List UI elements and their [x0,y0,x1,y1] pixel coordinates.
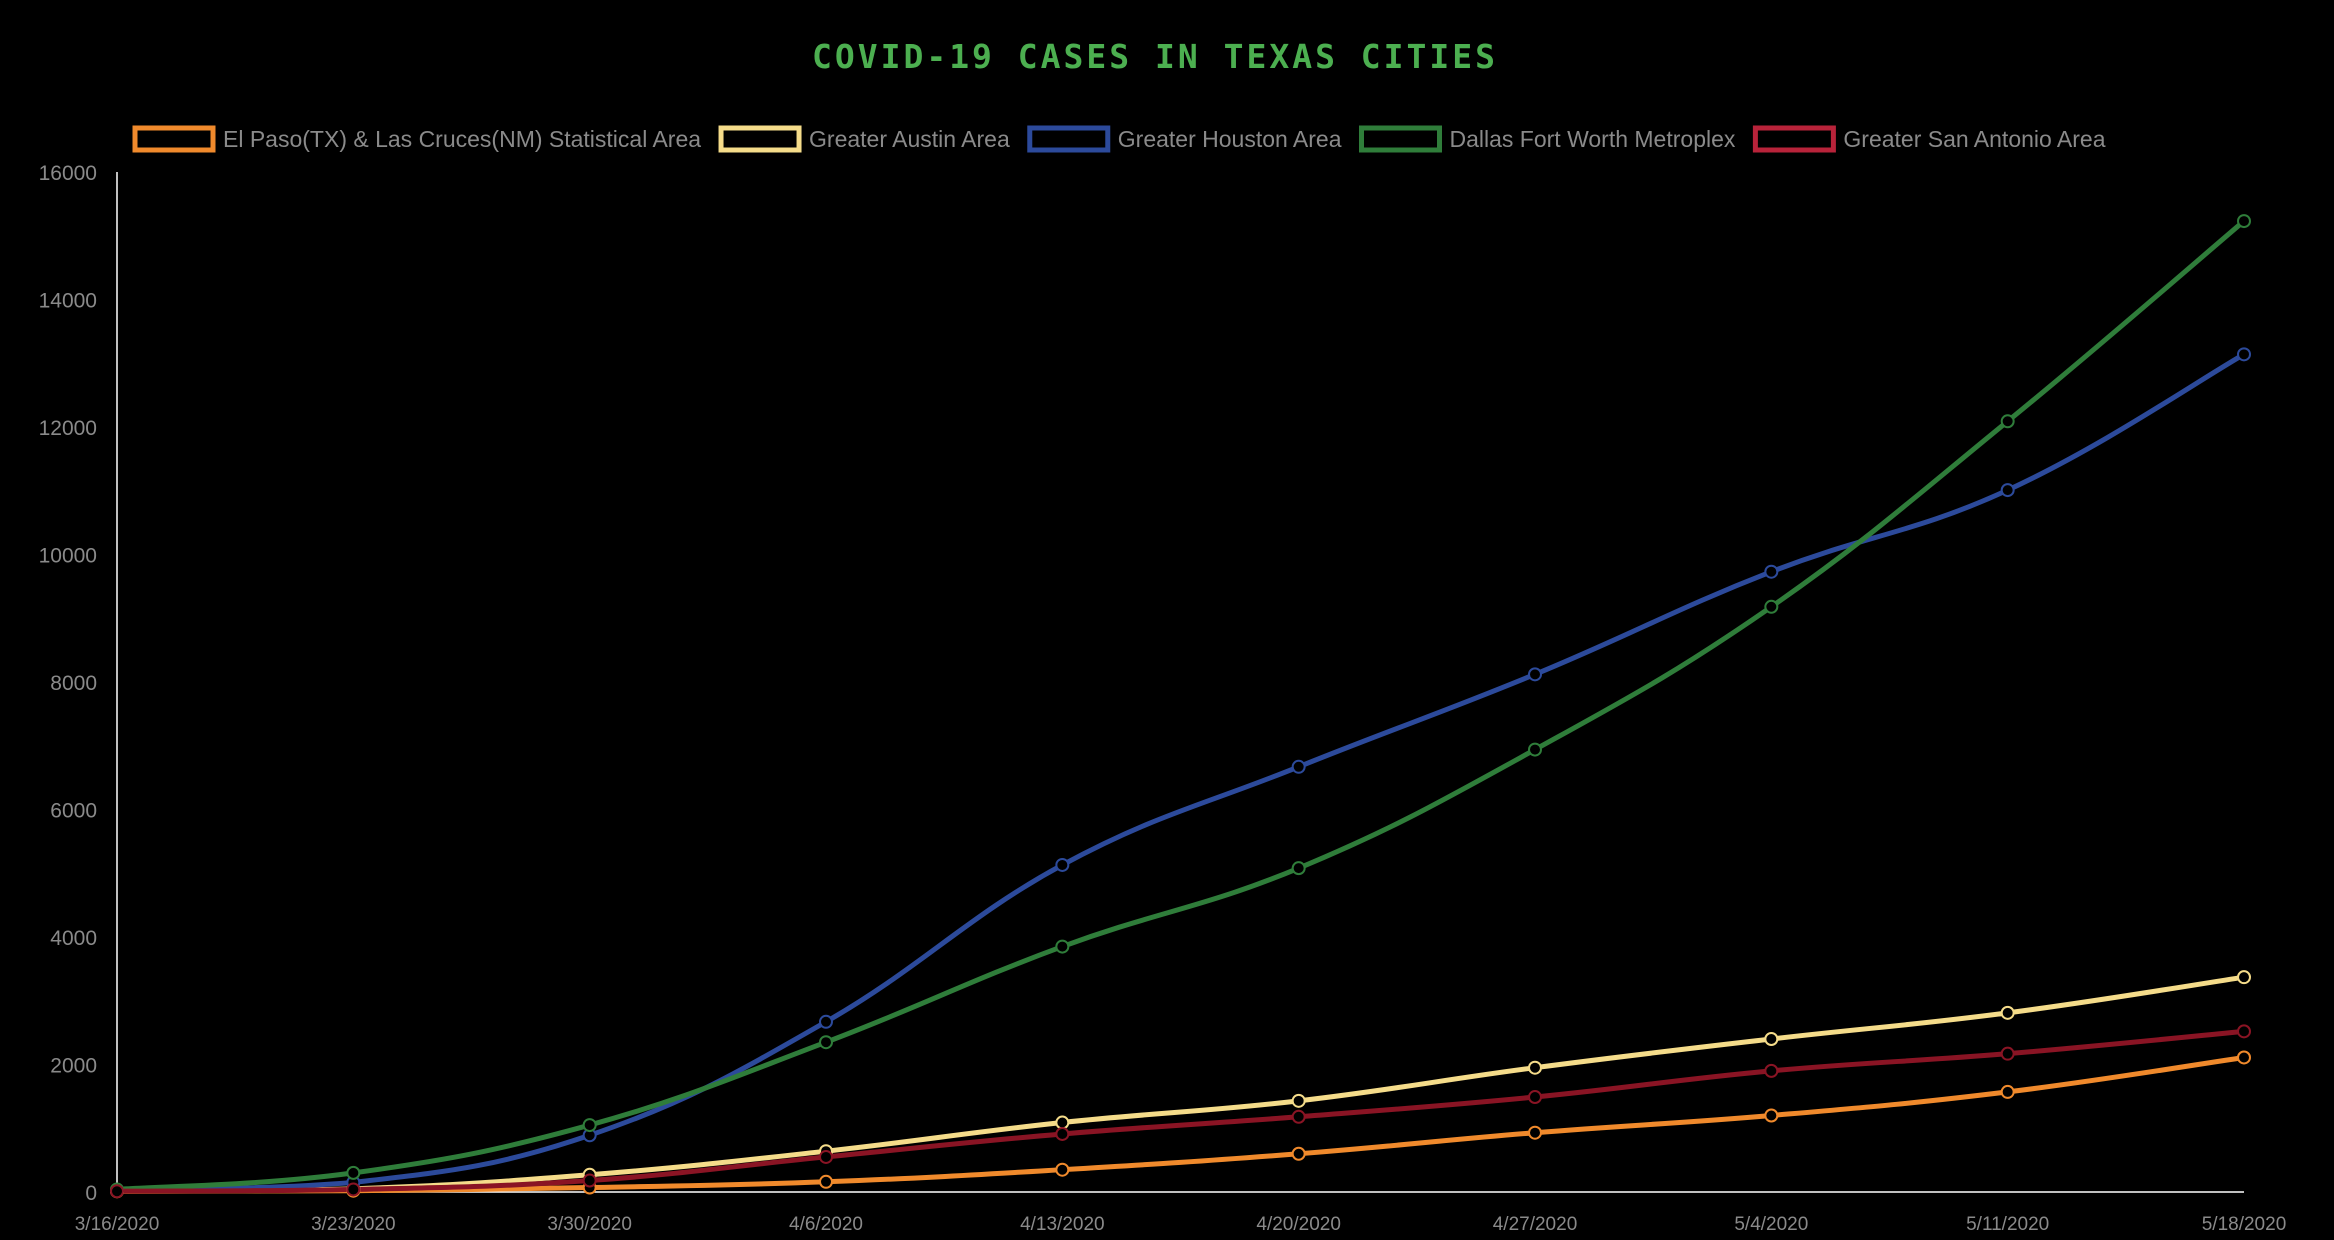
series-line [114,1028,2247,1194]
y-tick-label: 8000 [50,672,97,695]
data-point[interactable] [1055,939,1070,954]
y-tick-label: 6000 [50,800,97,823]
x-tick-label: 5/18/2020 [2202,1214,2287,1235]
x-tick-label: 4/20/2020 [1256,1214,1341,1235]
series-line [114,1054,2247,1194]
series-line [114,218,2247,1192]
legend-swatch [718,125,802,153]
legend-label: Greater Houston Area [1118,126,1342,152]
legend-swatch [1752,125,1836,153]
data-point[interactable] [2237,347,2251,362]
data-point[interactable] [1528,667,1542,682]
data-point[interactable] [1291,1109,1306,1124]
data-point[interactable] [819,1149,833,1164]
x-tick-label: 3/23/2020 [311,1214,396,1235]
axes: 0 2000 4000 6000 8000 10000 12000 14000 16000 3/1… [39,162,2287,1235]
y-tick-label: 2000 [50,1055,97,1078]
legend-item[interactable]: Greater San Antonio Area [1752,125,2106,153]
data-point[interactable] [819,1014,833,1029]
data-point[interactable] [1291,1146,1306,1161]
data-point[interactable] [1764,1032,1779,1046]
data-point[interactable] [582,1118,597,1133]
data-point[interactable] [2000,1046,2015,1061]
legend-label: El Paso(TX) & Las Cruces(NM) Statistical… [223,126,701,152]
data-point[interactable] [1291,759,1306,774]
data-point[interactable] [819,1035,833,1050]
legend-swatch [1359,125,1442,153]
y-tick-label: 14000 [39,290,97,313]
data-point[interactable] [819,1174,833,1189]
series-points [110,214,2251,1199]
legend-label: Dallas Fort Worth Metroplex [1450,126,1736,152]
data-point[interactable] [1528,742,1542,757]
data-point[interactable] [1528,1060,1542,1075]
data-point[interactable] [2237,1024,2251,1039]
series-line [114,351,2247,1193]
data-point[interactable] [2000,1005,2015,1020]
data-point[interactable] [1055,1126,1070,1141]
data-point[interactable] [2237,214,2251,229]
data-point[interactable] [346,1165,361,1180]
data-point[interactable] [1764,1108,1779,1123]
data-point[interactable] [2237,970,2251,985]
legend-swatch [132,125,216,153]
data-point[interactable] [1055,1115,1070,1130]
y-tick-label: 10000 [39,545,97,568]
data-point[interactable] [2237,1050,2251,1065]
x-tick-label: 5/4/2020 [1734,1214,1808,1235]
legend-item[interactable]: El Paso(TX) & Las Cruces(NM) Statistical… [132,125,701,153]
legend-item[interactable]: Dallas Fort Worth Metroplex [1359,125,1736,153]
series-line [114,974,2247,1194]
data-point[interactable] [1528,1090,1542,1105]
data-point[interactable] [1055,857,1070,872]
y-tick-label: 0 [85,1182,97,1205]
x-tick-label: 4/6/2020 [789,1214,863,1235]
data-point[interactable] [2000,483,2015,498]
y-tick-label: 4000 [50,927,97,950]
data-point[interactable] [346,1182,361,1197]
data-point[interactable] [582,1173,597,1188]
x-tick-label: 5/11/2020 [1966,1214,2049,1235]
data-point[interactable] [1291,1093,1306,1108]
data-point[interactable] [1764,1063,1779,1078]
x-tick-label: 3/30/2020 [547,1214,632,1235]
y-tick-label: 12000 [39,417,97,440]
data-point[interactable] [1528,1125,1542,1140]
series-lines [114,218,2247,1194]
data-point[interactable] [1764,564,1779,579]
legend: El Paso(TX) & Las Cruces(NM) Statistical… [132,125,2106,153]
data-point[interactable] [1055,1162,1070,1177]
legend-label: Greater San Antonio Area [1843,126,2105,152]
x-tick-label: 4/13/2020 [1020,1214,1105,1235]
legend-item[interactable]: Greater Houston Area [1027,125,1342,153]
data-point[interactable] [1291,861,1306,876]
data-point[interactable] [2000,1084,2015,1099]
data-point[interactable] [2000,414,2015,429]
legend-label: Greater Austin Area [809,126,1010,152]
chart-title: COVID-19 CASES IN TEXAS CITIES [812,37,1498,76]
legend-swatch [1027,125,1111,153]
x-tick-label: 3/16/2020 [75,1214,160,1235]
x-tick-label: 4/27/2020 [1493,1214,1578,1235]
data-point[interactable] [110,1184,124,1199]
legend-item[interactable]: Greater Austin Area [718,125,1010,153]
data-point[interactable] [1764,599,1779,614]
y-tick-label: 16000 [39,162,97,185]
